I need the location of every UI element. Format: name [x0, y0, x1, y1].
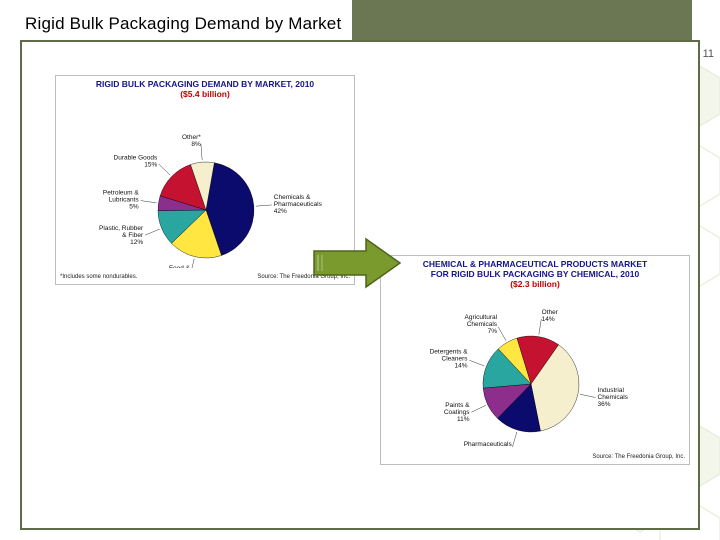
left-chart-title: RIGID BULK PACKAGING DEMAND BY MARKET, 2… — [56, 76, 354, 100]
right-chart-title-line2: FOR RIGID BULK PACKAGING BY CHEMICAL, 20… — [431, 269, 639, 279]
pie-label: Paints &Coatings11% — [444, 402, 470, 423]
pie-label: Other14% — [542, 309, 559, 323]
pie-label: AgriculturalChemicals7% — [465, 314, 498, 335]
page-title: Rigid Bulk Packaging Demand by Market — [25, 14, 341, 34]
left-chart-footnote: *Includes some nondurables. — [60, 274, 137, 280]
pie-label: Plastic, Rubber& Fiber12% — [99, 224, 144, 245]
page-number: 11 — [703, 48, 714, 60]
pie-label: Other*8% — [182, 134, 201, 148]
right-chart-title-line3: ($2.3 billion) — [510, 279, 560, 289]
pie-label: Detergents &Cleaners14% — [430, 349, 469, 370]
pie-label: Chemicals &Pharmaceuticals42% — [274, 193, 323, 214]
pie-label: Food &Beverages18% — [159, 265, 191, 268]
left-chart-title-line2: ($5.4 billion) — [180, 89, 230, 99]
right-chart-block: CHEMICAL & PHARMACEUTICAL PRODUCTS MARKE… — [380, 255, 690, 465]
pie-label: IndustrialChemicals36% — [598, 387, 629, 408]
right-pie-svg: IndustrialChemicals36% Pharmaceuticals15%… — [381, 289, 691, 447]
arrow-icon — [310, 235, 405, 291]
right-chart-title-line1: CHEMICAL & PHARMACEUTICAL PRODUCTS MARKE… — [423, 259, 647, 269]
right-chart-title: CHEMICAL & PHARMACEUTICAL PRODUCTS MARKE… — [381, 256, 689, 289]
title-accent-block — [352, 0, 692, 40]
right-chart-source: Source: The Freedonia Group, Inc. — [592, 454, 685, 460]
pie-label: Durable Goods15% — [114, 154, 158, 168]
pie-label: Pharmaceuticals15% — [464, 442, 513, 448]
left-chart-title-line1: RIGID BULK PACKAGING DEMAND BY MARKET, 2… — [96, 79, 314, 89]
pie-label: Petroleum &Lubricants5% — [103, 189, 140, 210]
